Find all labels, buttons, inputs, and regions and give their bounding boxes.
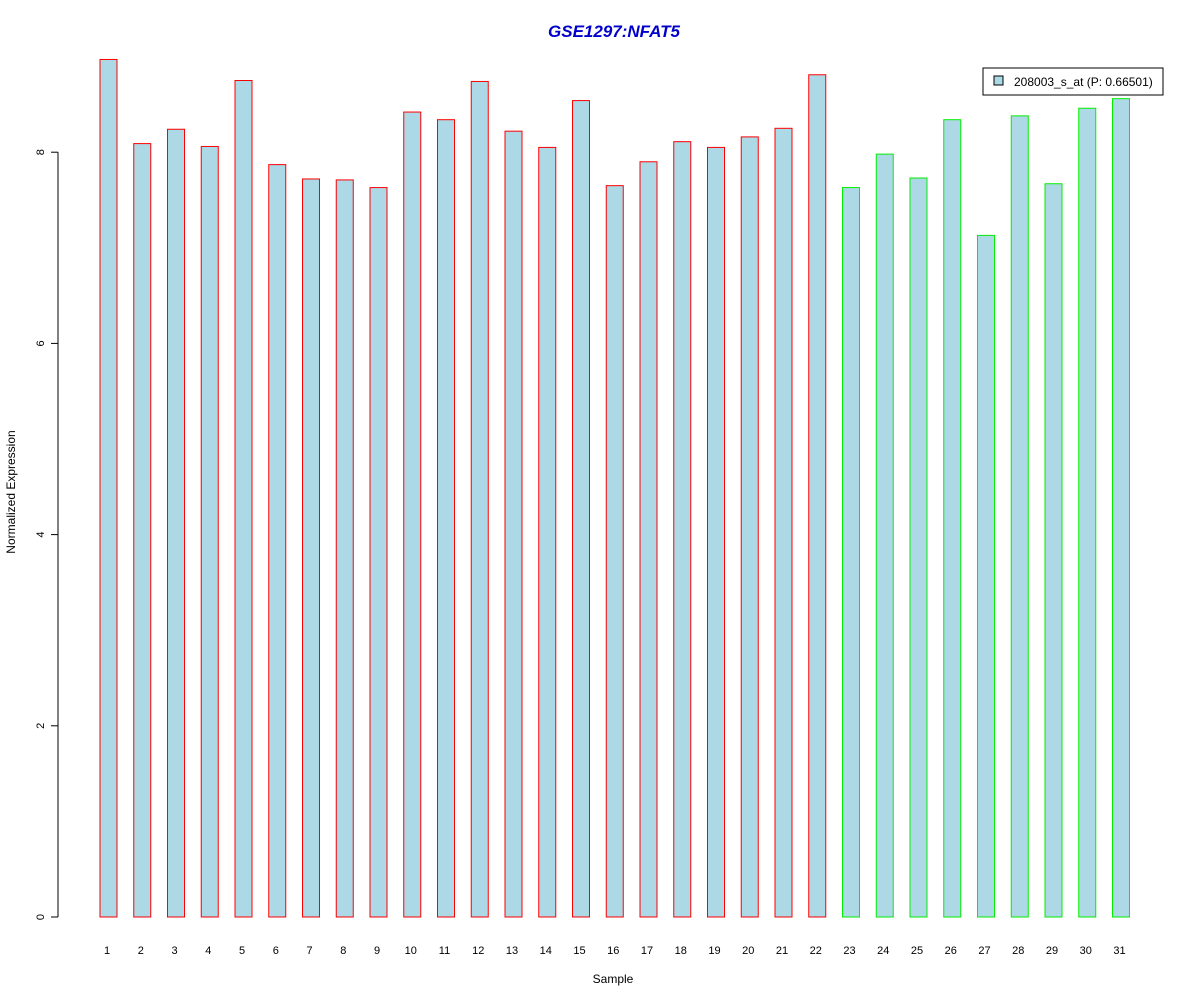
x-tick-label: 5 [239, 945, 245, 957]
bar-sample-2 [133, 143, 152, 918]
x-tick-label: 28 [1012, 945, 1024, 957]
x-tick-label: 1 [104, 945, 110, 957]
bar-sample-9 [369, 187, 388, 918]
bar-sample-12 [470, 80, 489, 918]
x-tick-label: 6 [273, 945, 279, 957]
bar-sample-14 [538, 146, 557, 918]
bar-sample-10 [403, 111, 422, 918]
bar-sample-26 [943, 119, 962, 918]
bar-sample-24 [875, 153, 894, 918]
bar-sample-13 [504, 130, 523, 918]
x-tick-label: 29 [1046, 945, 1058, 957]
bar-sample-6 [268, 164, 287, 918]
x-axis-title: Sample [593, 972, 634, 986]
x-tick-label: 11 [439, 945, 450, 957]
x-tick-label: 25 [911, 945, 923, 957]
x-tick-label: 23 [843, 945, 855, 957]
bar-sample-30 [1078, 107, 1097, 918]
bar-sample-25 [909, 177, 928, 918]
x-tick-label: 30 [1080, 945, 1092, 957]
x-tick-label: 4 [205, 945, 211, 957]
y-tick-label: 6 [35, 340, 47, 346]
y-tick-label: 0 [35, 914, 47, 920]
bar-sample-4 [200, 145, 219, 918]
legend: 208003_s_at (P: 0.66501) [982, 67, 1164, 96]
bar-sample-20 [740, 136, 759, 918]
bar-sample-21 [774, 127, 793, 918]
bar-sample-29 [1044, 183, 1063, 918]
legend-label: 208003_s_at (P: 0.66501) [1014, 75, 1153, 89]
x-tick-label: 15 [573, 945, 585, 957]
bar-sample-23 [842, 187, 860, 918]
bars-group [99, 58, 1130, 918]
x-tick-label: 7 [306, 945, 312, 957]
x-tick-label: 8 [340, 945, 346, 957]
y-tick-label: 4 [35, 532, 47, 538]
x-tick-label: 24 [877, 945, 889, 957]
x-tick-label: 17 [641, 945, 653, 957]
bar-sample-5 [234, 80, 253, 918]
x-tick-label: 31 [1113, 945, 1125, 957]
y-axis: 0 2 4 6 8 [35, 149, 59, 920]
bar-sample-1 [99, 58, 118, 918]
chart-title: GSE1297:NFAT5 [548, 22, 681, 41]
bar-sample-3 [167, 128, 185, 918]
x-tick-label: 27 [978, 945, 990, 957]
x-tick-label: 2 [138, 945, 144, 957]
bar-sample-18 [673, 141, 692, 918]
x-tick-label: 26 [945, 945, 957, 957]
y-tick-label: 2 [35, 723, 47, 729]
bar-sample-17 [639, 161, 658, 918]
x-tick-label: 13 [506, 945, 518, 957]
bar-sample-31 [1112, 98, 1130, 918]
x-tick-label: 20 [742, 945, 754, 957]
bar-sample-16 [605, 185, 624, 918]
bar-sample-28 [1010, 115, 1029, 918]
bar-sample-7 [302, 178, 320, 918]
x-tick-label: 10 [405, 945, 417, 957]
x-tick-label: 16 [607, 945, 619, 957]
x-tick-label: 22 [810, 945, 822, 957]
bar-sample-11 [437, 119, 455, 918]
bar-sample-27 [977, 234, 995, 918]
bar-sample-19 [707, 146, 725, 918]
x-tick-label: 19 [708, 945, 720, 957]
x-tick-label: 14 [540, 945, 552, 957]
x-tick-label: 3 [171, 945, 177, 957]
bar-sample-15 [572, 100, 590, 918]
bar-sample-8 [335, 179, 354, 918]
x-tick-label: 18 [675, 945, 687, 957]
x-tick-label: 9 [374, 945, 380, 957]
x-tick-label: 12 [472, 945, 484, 957]
x-tick-labels: 1 2 3 4 5 6 7 8 9 10 11 12 13 14 15 16 17 18 19 20 21 22 23 24 2… [104, 945, 1126, 957]
legend-box [982, 67, 1164, 96]
y-tick-label: 8 [35, 149, 47, 155]
legend-swatch [993, 75, 1004, 86]
bar-sample-22 [808, 74, 827, 918]
y-axis-title: Normalized Expression [4, 430, 18, 553]
x-tick-label: 21 [776, 945, 788, 957]
